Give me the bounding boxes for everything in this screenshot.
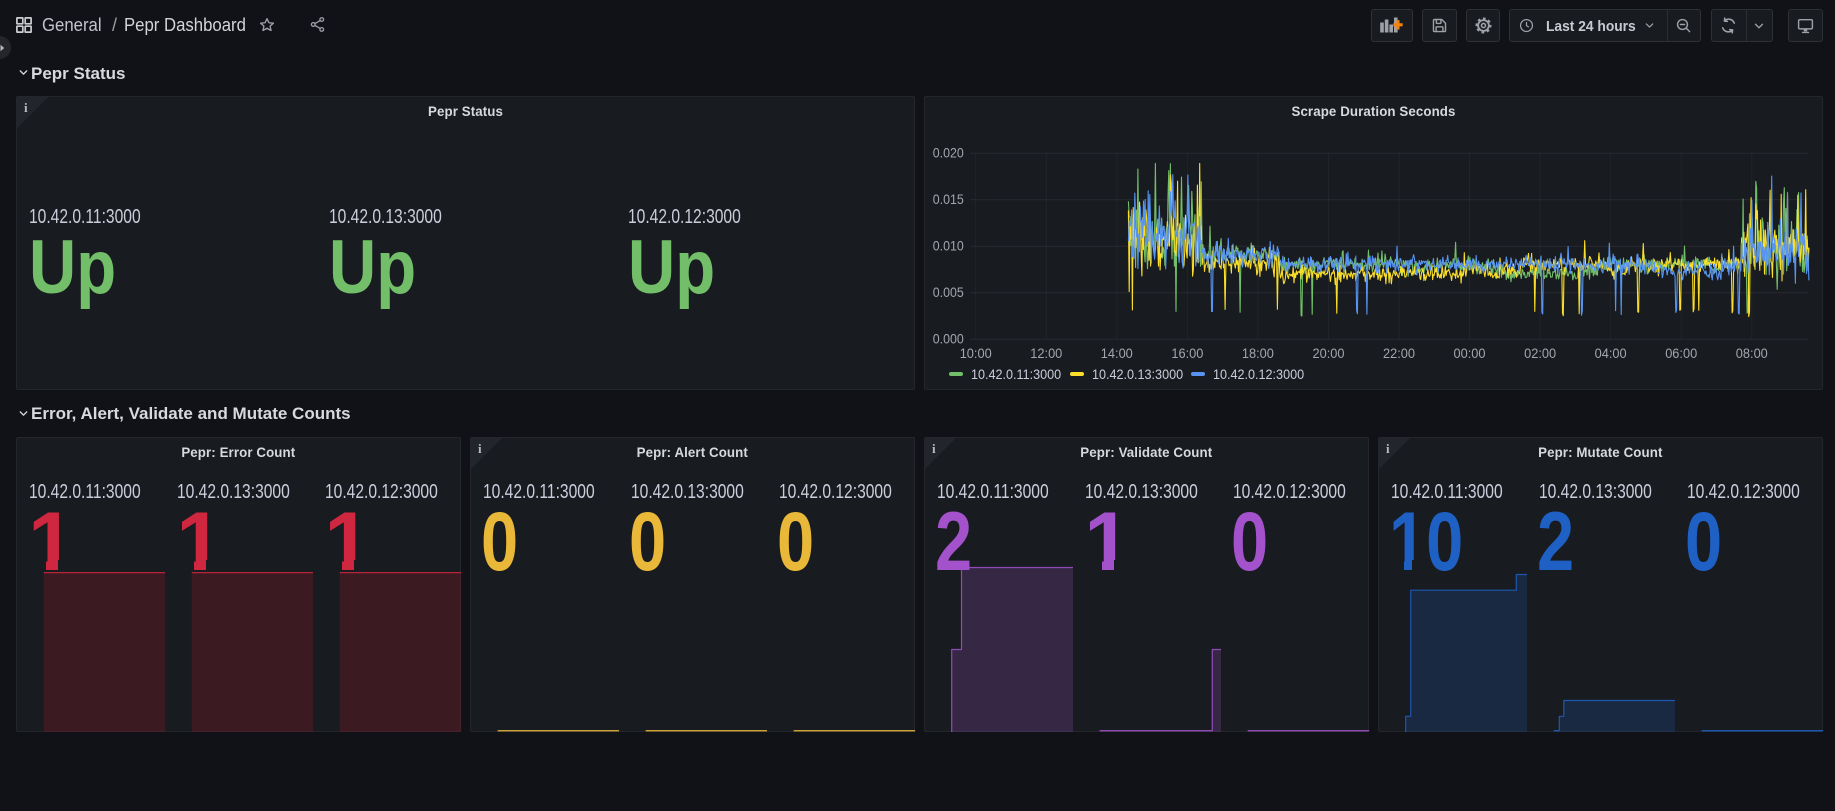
svg-text:20:00: 20:00 <box>1313 345 1345 361</box>
svg-text:04:00: 04:00 <box>1595 345 1627 361</box>
svg-text:08:00: 08:00 <box>1736 345 1768 361</box>
svg-text:00:00: 00:00 <box>1454 345 1486 361</box>
svg-text:16:00: 16:00 <box>1171 345 1203 361</box>
svg-text:14:00: 14:00 <box>1101 345 1133 361</box>
svg-text:0.000: 0.000 <box>933 331 964 347</box>
svg-text:10:00: 10:00 <box>960 345 992 361</box>
svg-text:0.005: 0.005 <box>933 284 964 300</box>
svg-text:12:00: 12:00 <box>1030 345 1062 361</box>
svg-text:18:00: 18:00 <box>1242 345 1274 361</box>
svg-text:0.020: 0.020 <box>933 145 964 161</box>
svg-text:0.015: 0.015 <box>933 191 964 207</box>
svg-text:02:00: 02:00 <box>1524 345 1556 361</box>
svg-text:06:00: 06:00 <box>1665 345 1697 361</box>
svg-text:22:00: 22:00 <box>1383 345 1415 361</box>
svg-text:0.010: 0.010 <box>933 238 964 254</box>
